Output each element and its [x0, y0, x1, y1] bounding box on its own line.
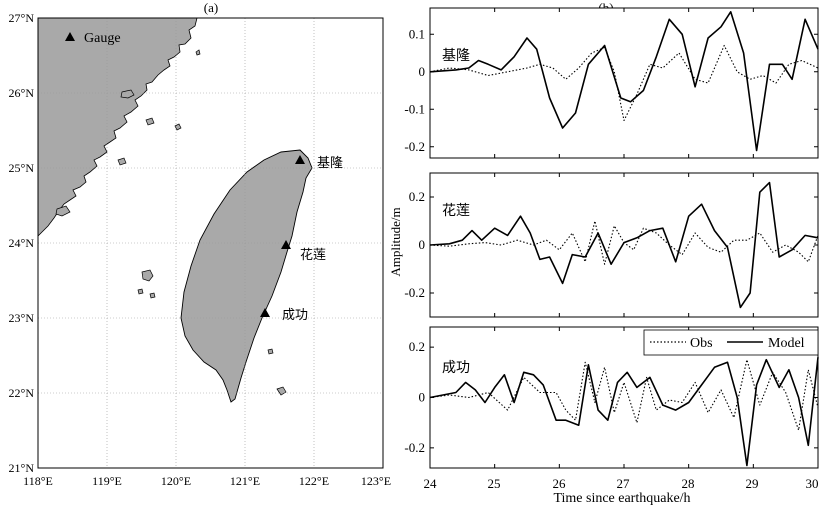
subplot-1: 0.1 0 -0.1 -0.2 基隆 — [404, 7, 819, 159]
series-x-tick: 30 — [806, 476, 819, 491]
map-x-tick: 122°E — [299, 474, 329, 488]
y-tick-label: 0.1 — [409, 26, 425, 41]
map-y-tick: 22°N — [9, 386, 35, 400]
penghu-island — [149, 292, 156, 299]
series-x-ticks: 24 25 26 27 28 29 30 — [424, 476, 819, 491]
series-x-tick: 28 — [682, 476, 695, 491]
coastal-island — [195, 49, 201, 56]
map-y-tick: 23°N — [9, 311, 35, 325]
mainland-coast-land — [37, 17, 198, 237]
y-tick-label: 0 — [419, 237, 426, 252]
orchid-island — [276, 386, 287, 396]
taiwan-island — [180, 149, 313, 403]
gauge-label: 花莲 — [300, 247, 326, 263]
obs-series-line — [429, 359, 819, 431]
subplot-frame — [429, 172, 819, 318]
station-label: 成功 — [442, 360, 470, 376]
legend-model-label: Model — [768, 336, 805, 351]
series-ylabel: Amplitude/m — [388, 207, 403, 276]
map-y-ticks: 27°N 26°N 25°N 24°N 23°N 22°N 21°N — [9, 11, 35, 475]
map-y-tick: 24°N — [9, 236, 35, 250]
model-series-line — [429, 357, 819, 467]
penghu-island — [137, 288, 144, 295]
series-legend: Obs Model — [643, 329, 819, 356]
obs-series-line — [429, 220, 819, 265]
map-x-ticks: 118°E 119°E 120°E 121°E 122°E 123°E — [23, 474, 391, 488]
series-x-tick: 26 — [553, 476, 567, 491]
obs-series-line — [429, 44, 819, 122]
map-panel-label: (a) — [204, 0, 218, 15]
map-y-tick: 25°N — [9, 161, 35, 175]
y-tick-label: 0 — [419, 64, 426, 79]
gauge-triangle-icon — [260, 308, 270, 317]
gauge-label: 成功 — [282, 308, 308, 323]
series-subplots: 0.1 0 -0.1 -0.2 基隆 0.2 0 -0.2 花莲 0.2 0 -0.2 成功 — [404, 7, 819, 469]
subplot-background — [430, 8, 818, 158]
subplot-frame — [429, 326, 819, 469]
series-x-tick: 27 — [617, 476, 631, 491]
map-grid — [38, 18, 383, 468]
coastal-island — [120, 89, 135, 99]
station-label: 基隆 — [442, 47, 470, 64]
y-tick-label: -0.2 — [404, 139, 425, 154]
legend-triangle-icon — [65, 32, 75, 41]
series-x-tick: 24 — [424, 476, 438, 491]
y-tick-label: 0.2 — [409, 189, 425, 204]
map-x-tick: 120°E — [161, 474, 191, 488]
coastal-island — [55, 205, 71, 217]
gauge-label: 基隆 — [317, 156, 343, 171]
map-y-tick: 21°N — [9, 461, 35, 475]
gauge-triangle-icon — [295, 155, 305, 164]
map-x-tick: 119°E — [92, 474, 122, 488]
y-tick-label: -0.1 — [404, 101, 425, 116]
map-x-tick: 123°E — [361, 474, 391, 488]
penghu-island — [141, 269, 154, 282]
legend-obs-label: Obs — [690, 336, 713, 351]
y-tick-label: -0.2 — [404, 440, 425, 455]
series-x-tick: 29 — [746, 476, 759, 491]
map-panel: Gauge 基隆 花莲 成功 118°E 119°E 120°E 121°E 1… — [9, 11, 392, 488]
series-x-tick: 25 — [488, 476, 501, 491]
model-series-line — [429, 181, 819, 309]
station-label: 花莲 — [442, 203, 470, 219]
subplot-frame — [429, 7, 819, 159]
coastal-island — [117, 157, 127, 166]
map-legend-label: Gauge — [84, 31, 121, 46]
map-x-tick: 118°E — [23, 474, 53, 488]
subplot-2: 0.2 0 -0.2 花莲 — [404, 172, 819, 318]
subplot-background — [430, 173, 818, 317]
map-x-tick: 121°E — [230, 474, 260, 488]
model-series-line — [429, 11, 819, 152]
gauge-triangle-icon — [281, 240, 291, 249]
map-frame — [37, 17, 384, 469]
series-xlabel: Time since earthquake/h — [553, 491, 690, 506]
y-tick-label: -0.2 — [404, 285, 425, 300]
green-island — [267, 348, 274, 355]
coastal-island — [174, 123, 182, 131]
y-tick-label: 0 — [419, 390, 426, 405]
coastal-island — [145, 117, 155, 126]
map-y-tick: 26°N — [9, 86, 35, 100]
y-tick-label: 0.2 — [409, 339, 425, 354]
map-y-tick: 27°N — [9, 11, 35, 25]
